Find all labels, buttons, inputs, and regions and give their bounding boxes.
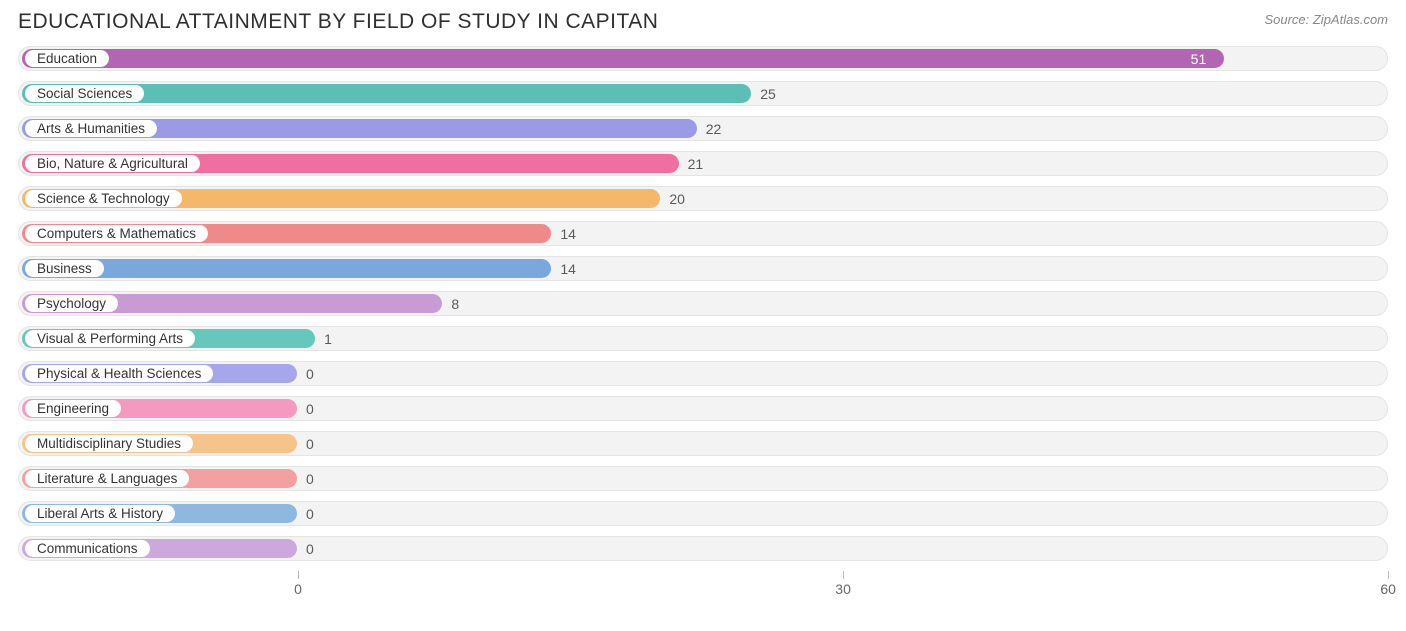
bar-value: 51 (1191, 47, 1207, 72)
bar-label: Liberal Arts & History (25, 505, 175, 522)
bar-track: Literature & Languages 0 (18, 466, 1388, 491)
bar-label: Arts & Humanities (25, 120, 157, 137)
bar-track: Multidisciplinary Studies 0 (18, 431, 1388, 456)
bar-value: 22 (706, 117, 722, 142)
bar-track: Communications 0 (18, 536, 1388, 561)
bar-label: Multidisciplinary Studies (25, 435, 193, 452)
bar-track: Bio, Nature & Agricultural 21 (18, 151, 1388, 176)
bar-track: Liberal Arts & History 0 (18, 501, 1388, 526)
bar-label: Engineering (25, 400, 121, 417)
bar-value: 1 (324, 327, 332, 352)
bar-track: Arts & Humanities 22 (18, 116, 1388, 141)
bar-label: Social Sciences (25, 85, 144, 102)
bar-track: Business 14 (18, 256, 1388, 281)
bar-track: Visual & Performing Arts 1 (18, 326, 1388, 351)
chart-area: Education 51 Social Sciences 25 Arts & Human… (18, 46, 1388, 601)
axis-tick (1388, 571, 1389, 579)
axis-label: 30 (835, 581, 851, 597)
x-axis: 03060 (18, 571, 1388, 601)
bar-value: 0 (306, 397, 314, 422)
bar-label: Communications (25, 540, 150, 557)
bar-value: 21 (688, 152, 704, 177)
bar-value: 14 (560, 222, 576, 247)
bar-track: Education 51 (18, 46, 1388, 71)
bar-label: Bio, Nature & Agricultural (25, 155, 200, 172)
bar-value: 8 (451, 292, 459, 317)
bar-label: Visual & Performing Arts (25, 330, 195, 347)
bar-track: Psychology 8 (18, 291, 1388, 316)
axis-label: 60 (1380, 581, 1396, 597)
bar-track: Computers & Mathematics 14 (18, 221, 1388, 246)
bar-track: Science & Technology 20 (18, 186, 1388, 211)
axis-tick (843, 571, 844, 579)
axis-tick (298, 571, 299, 579)
bar-label: Science & Technology (25, 190, 182, 207)
bar-value: 0 (306, 362, 314, 387)
bar-track: Physical & Health Sciences 0 (18, 361, 1388, 386)
chart-title: EDUCATIONAL ATTAINMENT BY FIELD OF STUDY… (18, 10, 658, 34)
bar-value: 0 (306, 467, 314, 492)
bar-value: 14 (560, 257, 576, 282)
bar-track: Social Sciences 25 (18, 81, 1388, 106)
bar-value: 0 (306, 432, 314, 457)
bar-label: Business (25, 260, 104, 277)
chart-source: Source: ZipAtlas.com (1264, 12, 1388, 27)
axis-label: 0 (294, 581, 302, 597)
bar-label: Literature & Languages (25, 470, 189, 487)
bar-label: Physical & Health Sciences (25, 365, 213, 382)
bar-fill (22, 49, 1224, 68)
bar-label: Education (25, 50, 109, 67)
bar-value: 25 (760, 82, 776, 107)
bar-value: 0 (306, 502, 314, 527)
bar-value: 20 (669, 187, 685, 212)
chart-header: EDUCATIONAL ATTAINMENT BY FIELD OF STUDY… (18, 10, 1388, 34)
bar-label: Computers & Mathematics (25, 225, 208, 242)
bar-label: Psychology (25, 295, 118, 312)
bar-value: 0 (306, 537, 314, 562)
bar-track: Engineering 0 (18, 396, 1388, 421)
